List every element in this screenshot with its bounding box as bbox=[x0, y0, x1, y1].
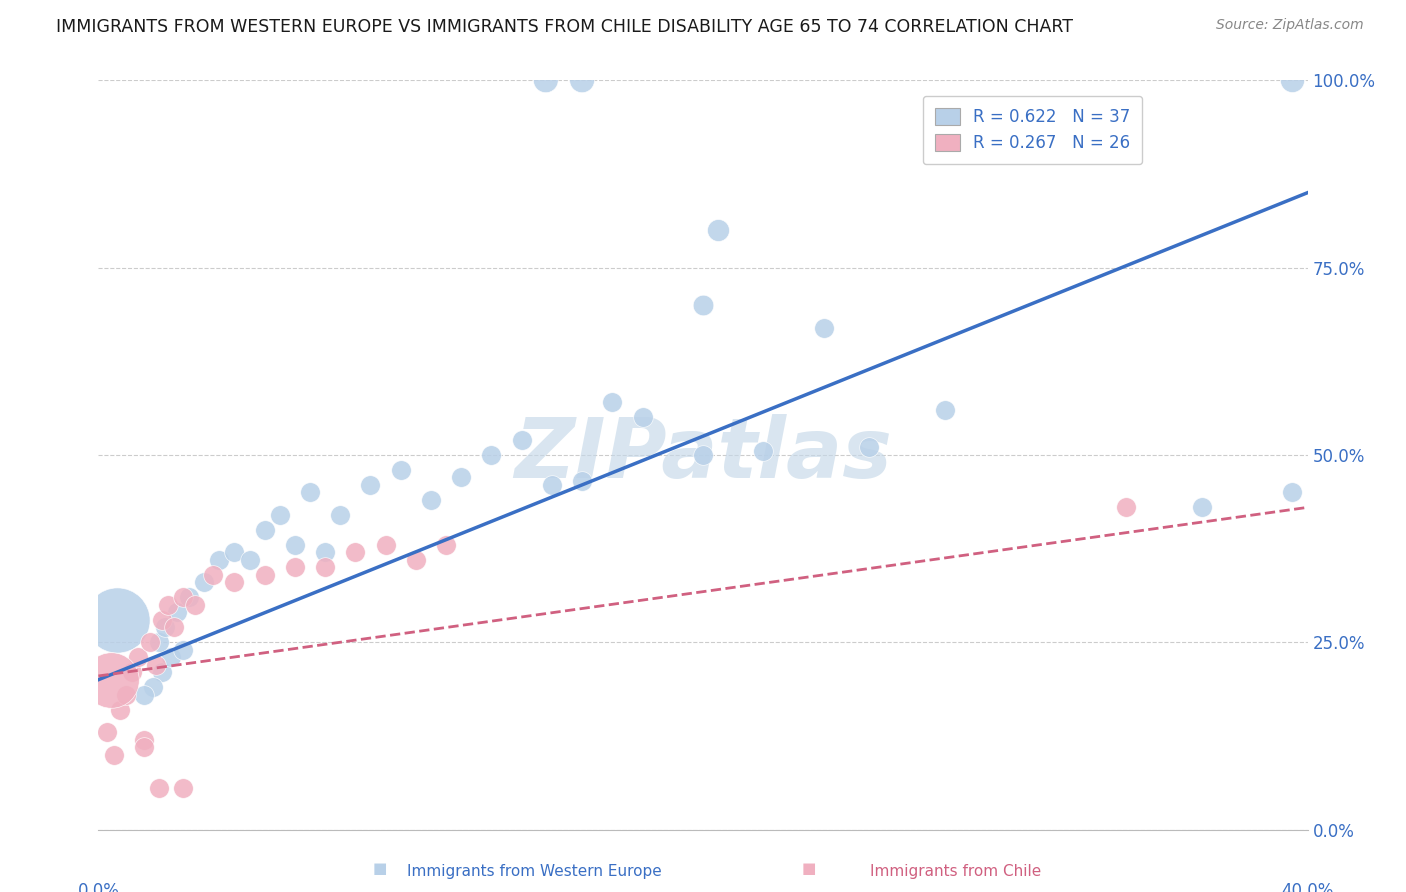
Point bbox=[1191, 500, 1213, 515]
Point bbox=[172, 781, 194, 796]
Point bbox=[602, 395, 624, 409]
Point bbox=[172, 642, 194, 657]
Point bbox=[344, 545, 367, 559]
Point bbox=[314, 560, 336, 574]
Point bbox=[127, 650, 149, 665]
Text: Immigrants from Western Europe: Immigrants from Western Europe bbox=[406, 863, 662, 879]
Point bbox=[142, 680, 165, 694]
Text: IMMIGRANTS FROM WESTERN EUROPE VS IMMIGRANTS FROM CHILE DISABILITY AGE 65 TO 74 : IMMIGRANTS FROM WESTERN EUROPE VS IMMIGR… bbox=[56, 18, 1073, 36]
Point bbox=[253, 567, 276, 582]
Point bbox=[534, 73, 557, 87]
Text: Immigrants from Chile: Immigrants from Chile bbox=[870, 863, 1042, 879]
Point bbox=[202, 567, 225, 582]
Point bbox=[121, 665, 143, 680]
Point bbox=[153, 620, 176, 634]
Point bbox=[179, 591, 201, 605]
Point bbox=[103, 747, 125, 762]
Point bbox=[571, 474, 593, 488]
Point bbox=[284, 560, 307, 574]
Point bbox=[329, 508, 352, 522]
Point bbox=[405, 553, 427, 567]
Point bbox=[374, 538, 396, 552]
Point bbox=[631, 410, 654, 425]
Point bbox=[148, 781, 170, 796]
Point bbox=[692, 448, 714, 462]
Point bbox=[284, 538, 307, 552]
Point bbox=[269, 508, 291, 522]
Text: ZIPatlas: ZIPatlas bbox=[515, 415, 891, 495]
Point bbox=[1281, 73, 1303, 87]
Point bbox=[481, 448, 503, 462]
Point bbox=[813, 320, 835, 334]
Point bbox=[132, 740, 155, 755]
Point bbox=[692, 298, 714, 312]
Point bbox=[150, 665, 173, 680]
Point bbox=[166, 605, 188, 619]
Point bbox=[184, 598, 207, 612]
Text: ■: ■ bbox=[801, 861, 815, 876]
Point bbox=[299, 485, 322, 500]
Point bbox=[858, 441, 880, 455]
Point bbox=[139, 635, 162, 649]
Point bbox=[314, 545, 336, 559]
Point bbox=[100, 673, 122, 687]
Point bbox=[434, 538, 457, 552]
Point bbox=[510, 433, 533, 447]
Point bbox=[450, 470, 472, 484]
Point bbox=[114, 688, 136, 702]
Point bbox=[132, 732, 155, 747]
Point bbox=[208, 553, 231, 567]
Point bbox=[389, 463, 412, 477]
Point bbox=[420, 492, 443, 507]
Point bbox=[224, 545, 246, 559]
Text: Source: ZipAtlas.com: Source: ZipAtlas.com bbox=[1216, 18, 1364, 32]
Point bbox=[105, 613, 128, 627]
Point bbox=[360, 478, 382, 492]
Point bbox=[934, 403, 956, 417]
Point bbox=[160, 650, 183, 665]
Point bbox=[96, 725, 118, 739]
Point bbox=[148, 635, 170, 649]
Point bbox=[193, 575, 215, 590]
Point bbox=[150, 613, 173, 627]
Point bbox=[163, 620, 186, 634]
Point bbox=[752, 444, 775, 458]
Point bbox=[1115, 500, 1137, 515]
Point bbox=[1281, 485, 1303, 500]
Point bbox=[132, 688, 155, 702]
Point bbox=[224, 575, 246, 590]
Point bbox=[707, 223, 730, 237]
Point bbox=[540, 478, 562, 492]
Point bbox=[253, 523, 276, 537]
Text: 0.0%: 0.0% bbox=[77, 882, 120, 892]
Text: 40.0%: 40.0% bbox=[1281, 882, 1334, 892]
Point bbox=[172, 591, 194, 605]
Point bbox=[571, 73, 593, 87]
Point bbox=[145, 657, 167, 672]
Point bbox=[239, 553, 262, 567]
Point bbox=[108, 703, 131, 717]
Point bbox=[156, 598, 179, 612]
Legend: R = 0.622   N = 37, R = 0.267   N = 26: R = 0.622 N = 37, R = 0.267 N = 26 bbox=[924, 96, 1142, 164]
Text: ■: ■ bbox=[373, 861, 387, 876]
